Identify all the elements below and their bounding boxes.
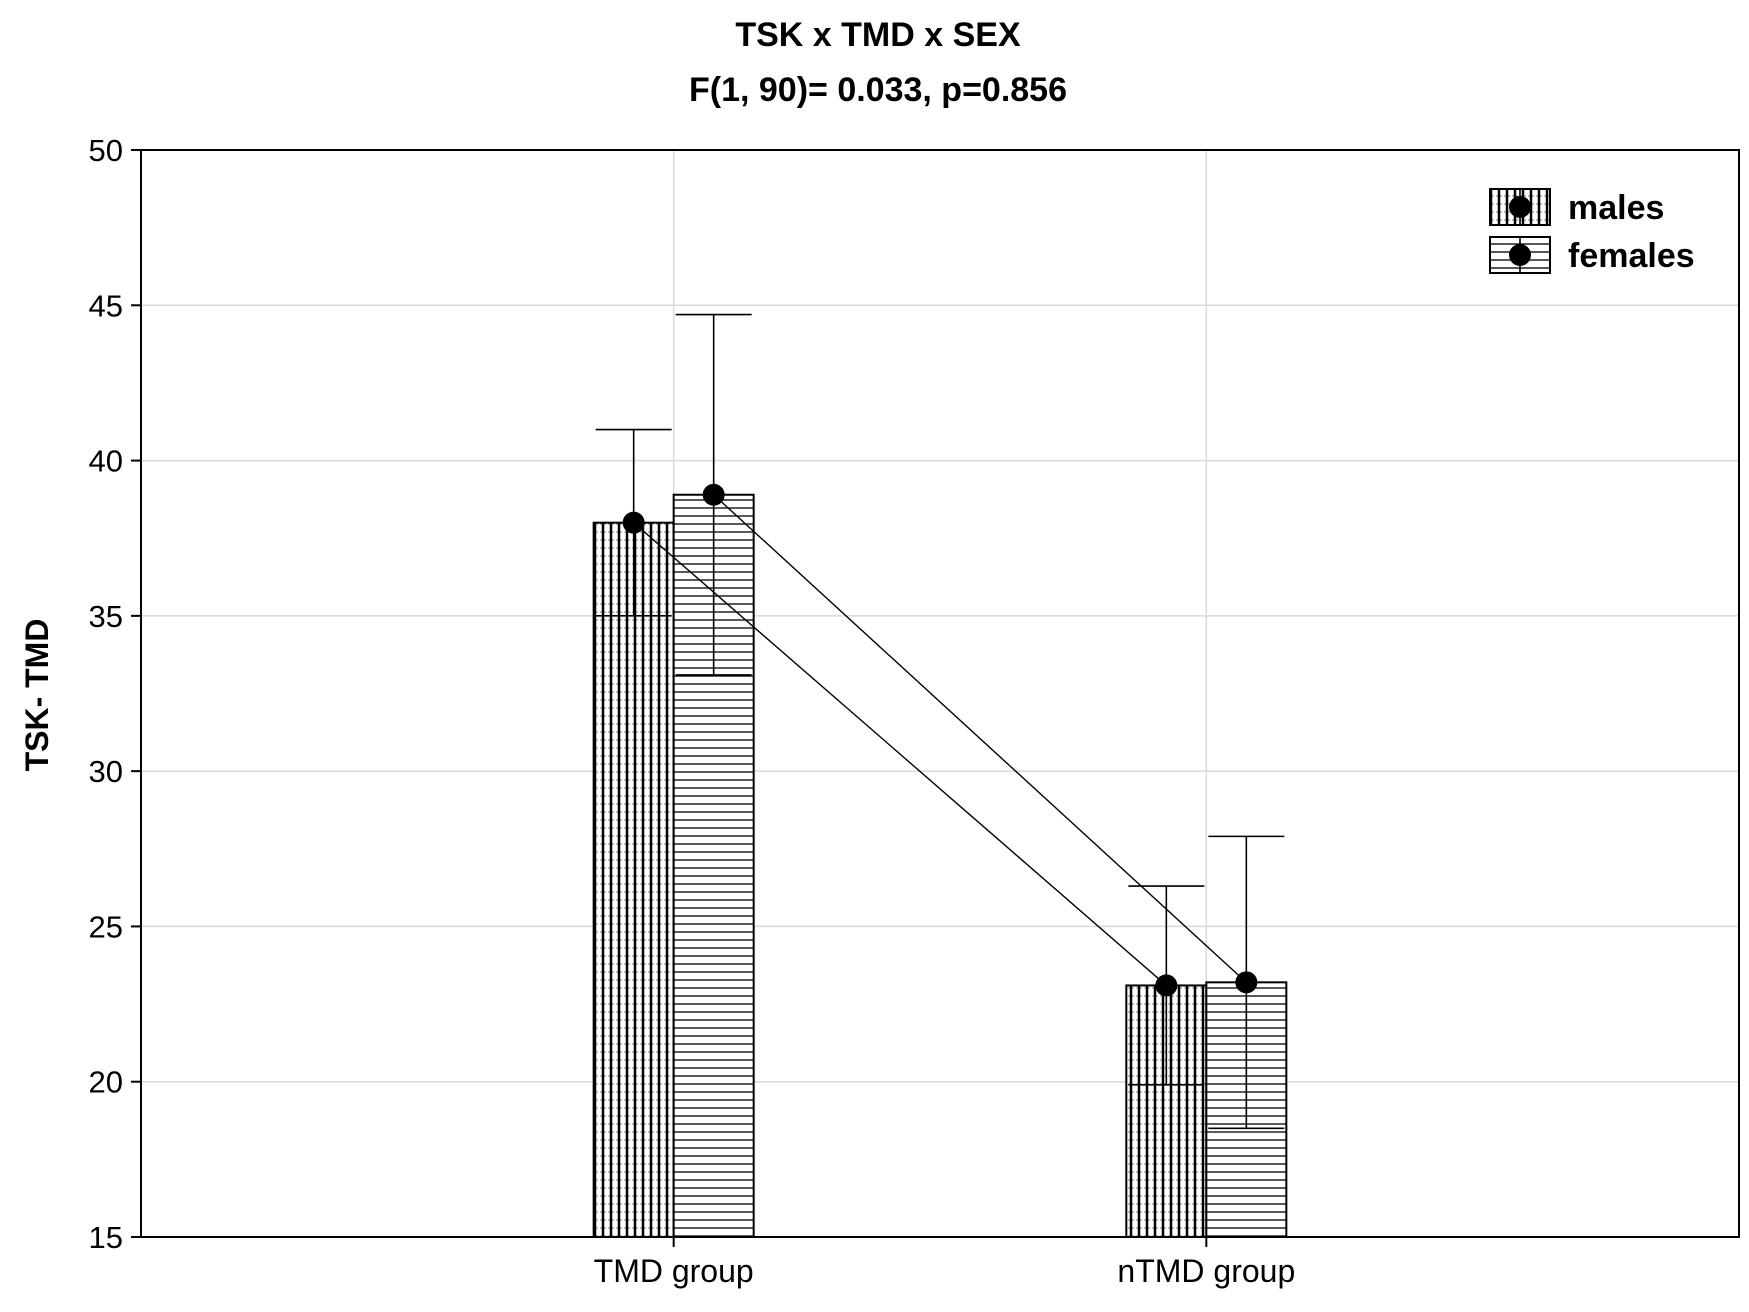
x-tick-label-0: TMD group — [594, 1253, 754, 1289]
y-tick-label-5: 40 — [89, 444, 123, 479]
legend-marker-males — [1509, 196, 1531, 218]
gridlines — [141, 150, 1739, 1237]
connector-lines — [633, 494, 1247, 986]
chart-title: TSK x TMD x SEX — [735, 16, 1021, 54]
y-tick-label-3: 30 — [89, 754, 123, 789]
y-tick-label-1: 20 — [89, 1065, 123, 1100]
point-females-0 — [702, 483, 725, 506]
y-axis: 15 20 25 30 35 40 45 50 — [89, 133, 141, 1255]
legend-marker-females — [1509, 244, 1531, 266]
y-tick-label-4: 35 — [89, 599, 123, 634]
bars — [592, 493, 1288, 1238]
plot-frame — [140, 149, 1740, 1238]
legend-label-females: females — [1568, 237, 1695, 275]
connector-females — [713, 494, 1247, 983]
bar-males-0 — [592, 521, 675, 1238]
x-tick-label-1: nTMD group — [1117, 1253, 1295, 1289]
y-tick-label-7: 50 — [89, 133, 123, 168]
y-axis-label: TSK- TMD — [19, 619, 55, 772]
point-males-1 — [1155, 974, 1178, 997]
x-axis: TMD group nTMD group — [594, 1237, 1295, 1289]
point-females-1 — [1235, 971, 1258, 994]
connector-males — [633, 522, 1167, 986]
legend: males females — [1489, 188, 1695, 275]
y-tick-label-0: 15 — [89, 1220, 123, 1255]
mean-points — [622, 483, 1258, 997]
y-tick-label-6: 45 — [89, 288, 123, 323]
y-tick-label-2: 25 — [89, 909, 123, 944]
point-males-0 — [622, 511, 645, 534]
legend-label-males: males — [1568, 189, 1664, 227]
chart-subtitle: F(1, 90)= 0.033, p=0.856 — [689, 71, 1067, 109]
